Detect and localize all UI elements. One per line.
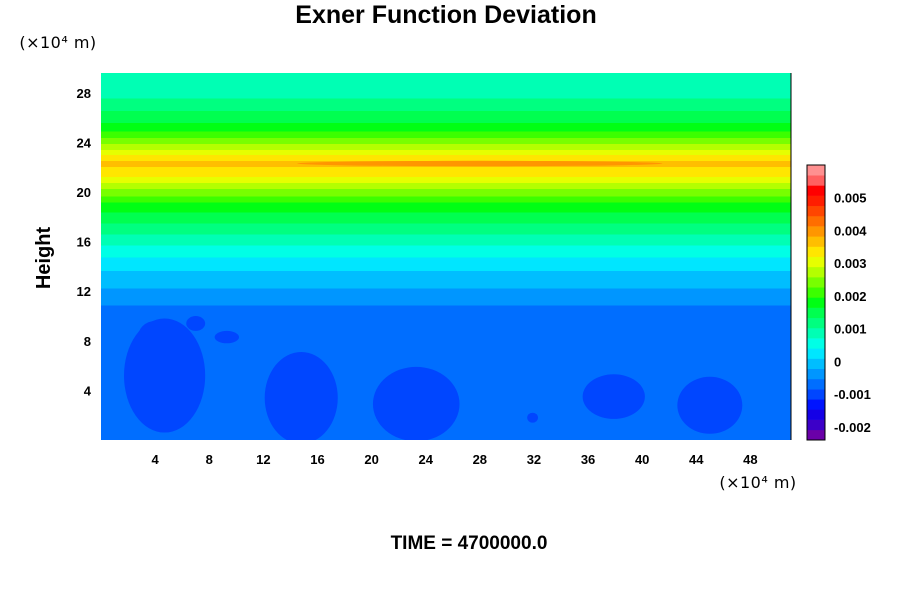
anomaly-patch-9 — [297, 160, 663, 167]
colorbar-swatch — [807, 226, 825, 237]
x-tick-label: 20 — [364, 452, 378, 467]
x-axis-ticks: 4 8 12 16 20 24 28 32 36 40 44 48 — [152, 452, 758, 467]
y-axis-label: Height — [33, 227, 55, 290]
colorbar-swatch — [807, 287, 825, 298]
colorbar-swatch — [807, 327, 825, 339]
colorbar-swatch — [807, 236, 825, 247]
anomaly-patch-4 — [264, 351, 338, 440]
colorbar-swatch — [807, 348, 825, 359]
x-tick-label: 40 — [635, 452, 649, 467]
colorbar-swatch — [807, 399, 825, 410]
x-tick-label: 24 — [418, 452, 433, 467]
colorbar-swatch — [807, 195, 825, 207]
colorbar-swatch — [807, 185, 825, 196]
anomaly-patch-3 — [214, 330, 239, 344]
colorbar-swatch — [807, 297, 825, 308]
colorbar-tick-label: 0.005 — [834, 191, 867, 206]
anomaly-patch-6 — [527, 412, 539, 423]
colorbar-tick-label: 0.001 — [834, 322, 867, 337]
colorbar — [806, 164, 826, 441]
colorbar-tick-label: 0.002 — [834, 289, 867, 304]
anomaly-patch-8 — [677, 376, 743, 434]
colorbar-frame — [806, 164, 826, 441]
anomaly-patch-7 — [582, 374, 645, 419]
x-axis-unit: (×10⁴ m) — [719, 473, 796, 492]
x-tick-label: 28 — [473, 452, 487, 467]
x-tick-label: 44 — [689, 452, 704, 467]
colorbar-tick-label: 0 — [834, 354, 841, 369]
colorbar-swatch — [807, 205, 825, 217]
anomaly-layer — [124, 160, 743, 440]
colorbar-swatch — [807, 378, 825, 390]
y-tick-label: 12 — [77, 284, 91, 299]
plot-area — [101, 73, 792, 440]
colorbar-tick-label: -0.002 — [834, 420, 871, 435]
y-tick-label: 8 — [84, 334, 91, 349]
x-tick-label: 36 — [581, 452, 595, 467]
colorbar-swatch — [807, 409, 825, 420]
colorbar-swatch — [807, 368, 825, 380]
colorbar-swatch — [807, 277, 825, 288]
colorbar-tick-label: 0.003 — [834, 256, 867, 271]
colorbar-swatch — [807, 246, 825, 257]
colorbar-swatch — [807, 317, 825, 329]
colorbar-tick-label: -0.001 — [834, 387, 871, 402]
colorbar-swatch — [807, 266, 825, 278]
y-tick-label: 24 — [77, 135, 92, 150]
colorbar-ticks: -0.002 -0.001 0 0.001 0.002 0.003 0.004 0.005 — [834, 191, 871, 435]
colorbar-swatch — [807, 256, 825, 268]
colorbar-swatch — [807, 419, 825, 431]
anomaly-patch-2 — [186, 316, 206, 331]
colorbar-swatch — [807, 358, 825, 370]
colorbar-swatch — [807, 175, 825, 186]
colorbar-swatch — [807, 165, 825, 176]
y-axis-ticks: 4 8 12 16 20 24 28 — [77, 86, 92, 399]
y-tick-label: 28 — [77, 86, 91, 101]
colorbar-swatch — [807, 389, 825, 400]
x-tick-label: 48 — [743, 452, 757, 467]
y-tick-label: 20 — [77, 185, 91, 200]
x-tick-label: 32 — [527, 452, 541, 467]
colorbar-swatch — [807, 307, 825, 319]
x-tick-label: 12 — [256, 452, 270, 467]
anomaly-patch-5 — [372, 366, 460, 440]
x-tick-label: 4 — [152, 452, 160, 467]
colorbar-swatch — [807, 215, 825, 227]
time-label: TIME = 4700000.0 — [391, 533, 548, 554]
chart-title: Exner Function Deviation — [295, 1, 596, 29]
y-tick-label: 4 — [84, 383, 92, 398]
colorbar-swatch — [807, 338, 825, 349]
anomaly-patch-1 — [137, 320, 173, 356]
colorbar-tick-label: 0.004 — [834, 223, 867, 238]
x-tick-label: 8 — [206, 452, 213, 467]
x-tick-label: 16 — [310, 452, 324, 467]
y-axis-unit: (×10⁴ m) — [19, 33, 96, 52]
colorbar-swatch — [807, 429, 825, 441]
y-tick-label: 16 — [77, 235, 91, 250]
